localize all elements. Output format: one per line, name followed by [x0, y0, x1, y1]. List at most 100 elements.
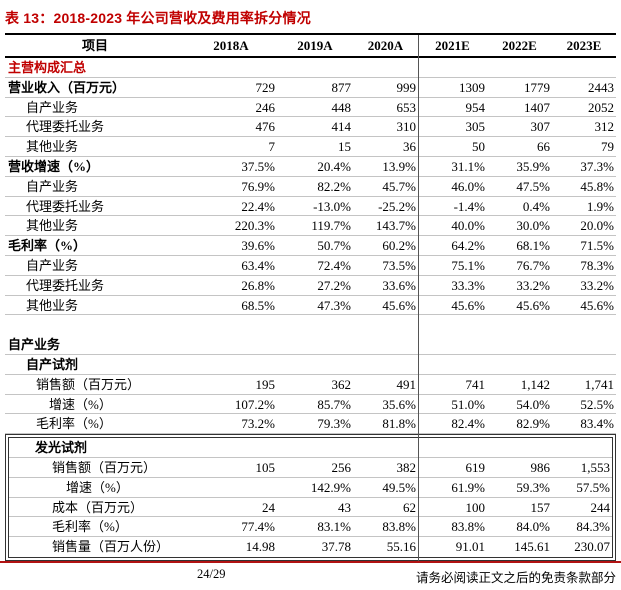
- value-cell: [552, 438, 612, 457]
- value-cell: [487, 315, 552, 335]
- value-cell: 27.2%: [317, 277, 351, 293]
- value-cell: [487, 438, 552, 457]
- value-cell: 14.98: [245, 539, 275, 555]
- value-cell: 26.8%: [241, 277, 275, 293]
- value-cell: [353, 355, 418, 374]
- value-cell: 448: [331, 99, 352, 115]
- row-label: 发光试剂: [35, 440, 88, 456]
- value-cell: 83.4%: [580, 416, 614, 432]
- value-cell: 72.4%: [317, 257, 351, 273]
- row-label: 营收增速（%）: [8, 158, 100, 174]
- value-cell: 51.0%: [451, 396, 485, 412]
- value-cell: 741: [465, 376, 486, 392]
- value-cell: 45.6%: [451, 297, 485, 313]
- value-cell: 100: [465, 499, 486, 515]
- value-cell: 57.5%: [576, 479, 610, 495]
- value-cell: [418, 315, 487, 335]
- value-cell: 999: [396, 79, 417, 95]
- row-label: 成本（百万元）: [52, 499, 144, 515]
- value-cell: 142.9%: [310, 479, 351, 495]
- value-cell: [185, 315, 277, 335]
- value-cell: 220.3%: [234, 218, 275, 234]
- value-cell: 55.16: [386, 539, 416, 555]
- value-cell: 62: [403, 499, 416, 515]
- row-label: 营业收入（百万元）: [8, 79, 126, 95]
- value-cell: 33.3%: [451, 277, 485, 293]
- value-cell: 107.2%: [234, 396, 275, 412]
- value-cell: -25.2%: [378, 198, 416, 214]
- value-cell: 82.9%: [516, 416, 550, 432]
- row-label: [5, 315, 185, 335]
- table-row: 销售额（百万元） 195 362 491 741 1,142 1,741: [5, 375, 616, 395]
- value-cell: 61.9%: [451, 479, 485, 495]
- value-cell: 79: [601, 139, 614, 155]
- value-cell: 2443: [588, 79, 614, 95]
- table-row: 自产试剂: [5, 355, 616, 375]
- value-cell: 382: [396, 459, 417, 475]
- table-row: [5, 315, 616, 335]
- value-cell: 81.8%: [382, 416, 416, 432]
- row-label: 代理委托业务: [26, 198, 105, 214]
- value-cell: [487, 335, 552, 354]
- value-cell: [552, 335, 616, 354]
- value-cell: [487, 355, 552, 374]
- value-cell: [552, 58, 616, 77]
- value-cell: 35.9%: [516, 158, 550, 174]
- value-cell: 653: [396, 99, 417, 115]
- value-cell: 244: [590, 499, 611, 515]
- table-row: 增速（%） 107.2% 85.7% 35.6% 51.0% 54.0% 52.5%: [5, 395, 616, 415]
- row-label: 增速（%）: [49, 396, 112, 412]
- value-cell: 15: [338, 139, 351, 155]
- value-cell: 83.8%: [382, 519, 416, 535]
- value-cell: 1309: [459, 79, 485, 95]
- header-cell-year: 2018A: [213, 38, 249, 53]
- value-cell: 145.61: [514, 539, 550, 555]
- value-cell: 877: [331, 79, 352, 95]
- value-cell: 0.4%: [522, 198, 550, 214]
- value-cell: 76.9%: [241, 178, 275, 194]
- value-cell: 143.7%: [375, 218, 416, 234]
- value-cell: 63.4%: [241, 257, 275, 273]
- value-cell: 45.7%: [382, 178, 416, 194]
- value-cell: 246: [255, 99, 276, 115]
- value-cell: 13.9%: [382, 158, 416, 174]
- luminescence-highlight-box: 发光试剂 销售额（百万元） 105 256 382 619 986 1,553 增速（%） 142…: [5, 434, 616, 561]
- header-cell-year: 2023E: [566, 38, 602, 53]
- table-row: 销售额（百万元） 105 256 382 619 986 1,553: [9, 458, 612, 478]
- value-cell: 37.78: [321, 539, 351, 555]
- value-cell: 75.1%: [451, 257, 485, 273]
- value-cell: 59.3%: [516, 479, 550, 495]
- row-label: 其他业务: [26, 139, 79, 155]
- page-title: 表 13：2018-2023 年公司营收及费用率拆分情况: [5, 10, 311, 26]
- value-cell: [552, 315, 616, 335]
- value-cell: 230.07: [574, 539, 610, 555]
- disclaimer-text: 请务必阅读正文之后的免责条款部分: [415, 571, 616, 585]
- value-cell: 83.8%: [451, 519, 485, 535]
- value-cell: 119.7%: [311, 218, 351, 234]
- value-cell: 47.5%: [516, 178, 550, 194]
- table-row: 毛利率（%） 77.4% 83.1% 83.8% 83.8% 84.0% 84.3%: [9, 517, 612, 538]
- header-cell-year: 2019A: [297, 38, 333, 53]
- value-cell: [185, 438, 277, 457]
- value-cell: 35.6%: [382, 396, 416, 412]
- value-cell: 73.5%: [382, 257, 416, 273]
- value-cell: 30.0%: [516, 218, 550, 234]
- value-cell: 39.6%: [241, 238, 275, 254]
- row-label: 自产业务: [26, 99, 79, 115]
- value-cell: -1.4%: [453, 198, 485, 214]
- value-cell: 729: [255, 79, 276, 95]
- row-label: 销售额（百万元）: [36, 376, 141, 392]
- value-cell: 47.3%: [317, 297, 351, 313]
- row-label: 自产业务: [26, 178, 79, 194]
- page-number: 24/29: [197, 567, 226, 581]
- table-row: 其他业务 220.3% 119.7% 143.7% 40.0% 30.0% 20.0%: [5, 216, 616, 237]
- value-cell: 1779: [524, 79, 550, 95]
- value-cell: 49.5%: [382, 479, 416, 495]
- value-cell: 491: [396, 376, 417, 392]
- value-cell: 77.4%: [241, 519, 275, 535]
- value-cell: 310: [396, 119, 417, 135]
- row-label: 代理委托业务: [26, 277, 105, 293]
- header-cell-year: 2022E: [502, 38, 537, 53]
- value-cell: 82.2%: [317, 178, 351, 194]
- table-row: 销售量（百万人份） 14.98 37.78 55.16 91.01 145.61 230.0…: [9, 537, 612, 557]
